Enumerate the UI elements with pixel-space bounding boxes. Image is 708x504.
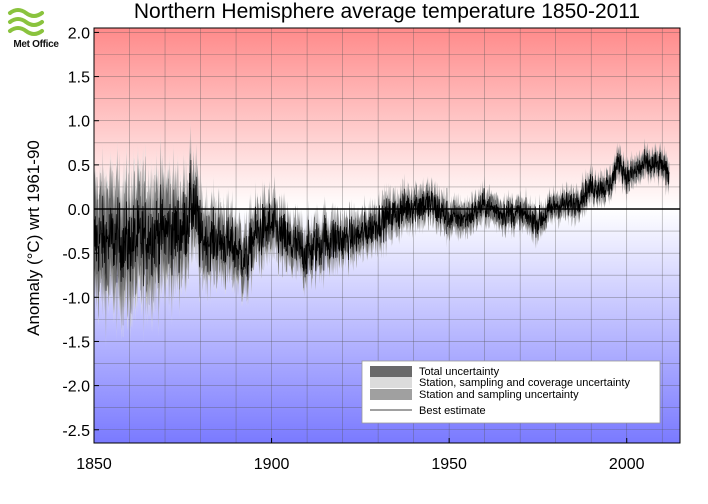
y-tick-label: -1.0 <box>62 290 90 307</box>
x-tick-label: 1900 <box>254 456 290 473</box>
legend-label: Station, sampling and coverage uncertain… <box>419 377 630 389</box>
logo-waves-icon <box>8 8 44 36</box>
chart-title: Northern Hemisphere average temperature … <box>133 0 641 23</box>
best-estimate-layer <box>94 149 670 291</box>
y-tick-label: 0.0 <box>68 202 90 219</box>
plot-frame <box>93 27 681 444</box>
y-tick-label: 0.5 <box>68 158 90 175</box>
axis-ticks: 2.0 1.5 1.0 0.5 0.0 -0.5 -1.0 -1.5 -2.0 -2.5 1850 1… <box>62 25 644 473</box>
y-tick-label: -1.5 <box>62 334 90 351</box>
met-office-logo <box>6 4 66 54</box>
x-tick-label: 1850 <box>76 456 112 473</box>
legend-label: Station and sampling uncertainty <box>419 389 579 401</box>
logo-text: Met Office <box>13 39 59 50</box>
y-tick-label: -2.5 <box>62 423 90 440</box>
y-tick-label: 2.0 <box>68 25 90 42</box>
legend-swatch <box>370 389 412 400</box>
x-tick-label: 2000 <box>609 456 645 473</box>
y-tick-label: 1.0 <box>68 114 90 131</box>
y-tick-label: -0.5 <box>62 246 90 263</box>
legend-label: Best estimate <box>419 405 486 417</box>
y-tick-label: -2.0 <box>62 379 90 396</box>
x-tick-label: 1950 <box>431 456 467 473</box>
best-estimate-line <box>94 149 670 291</box>
legend-label: Total uncertainty <box>419 366 500 378</box>
y-tick-label: 1.5 <box>68 70 90 87</box>
y-axis-label: Anomaly (°C) wrt 1961-90 <box>24 140 43 336</box>
legend-swatch <box>370 366 412 377</box>
legend-swatch <box>370 377 412 388</box>
